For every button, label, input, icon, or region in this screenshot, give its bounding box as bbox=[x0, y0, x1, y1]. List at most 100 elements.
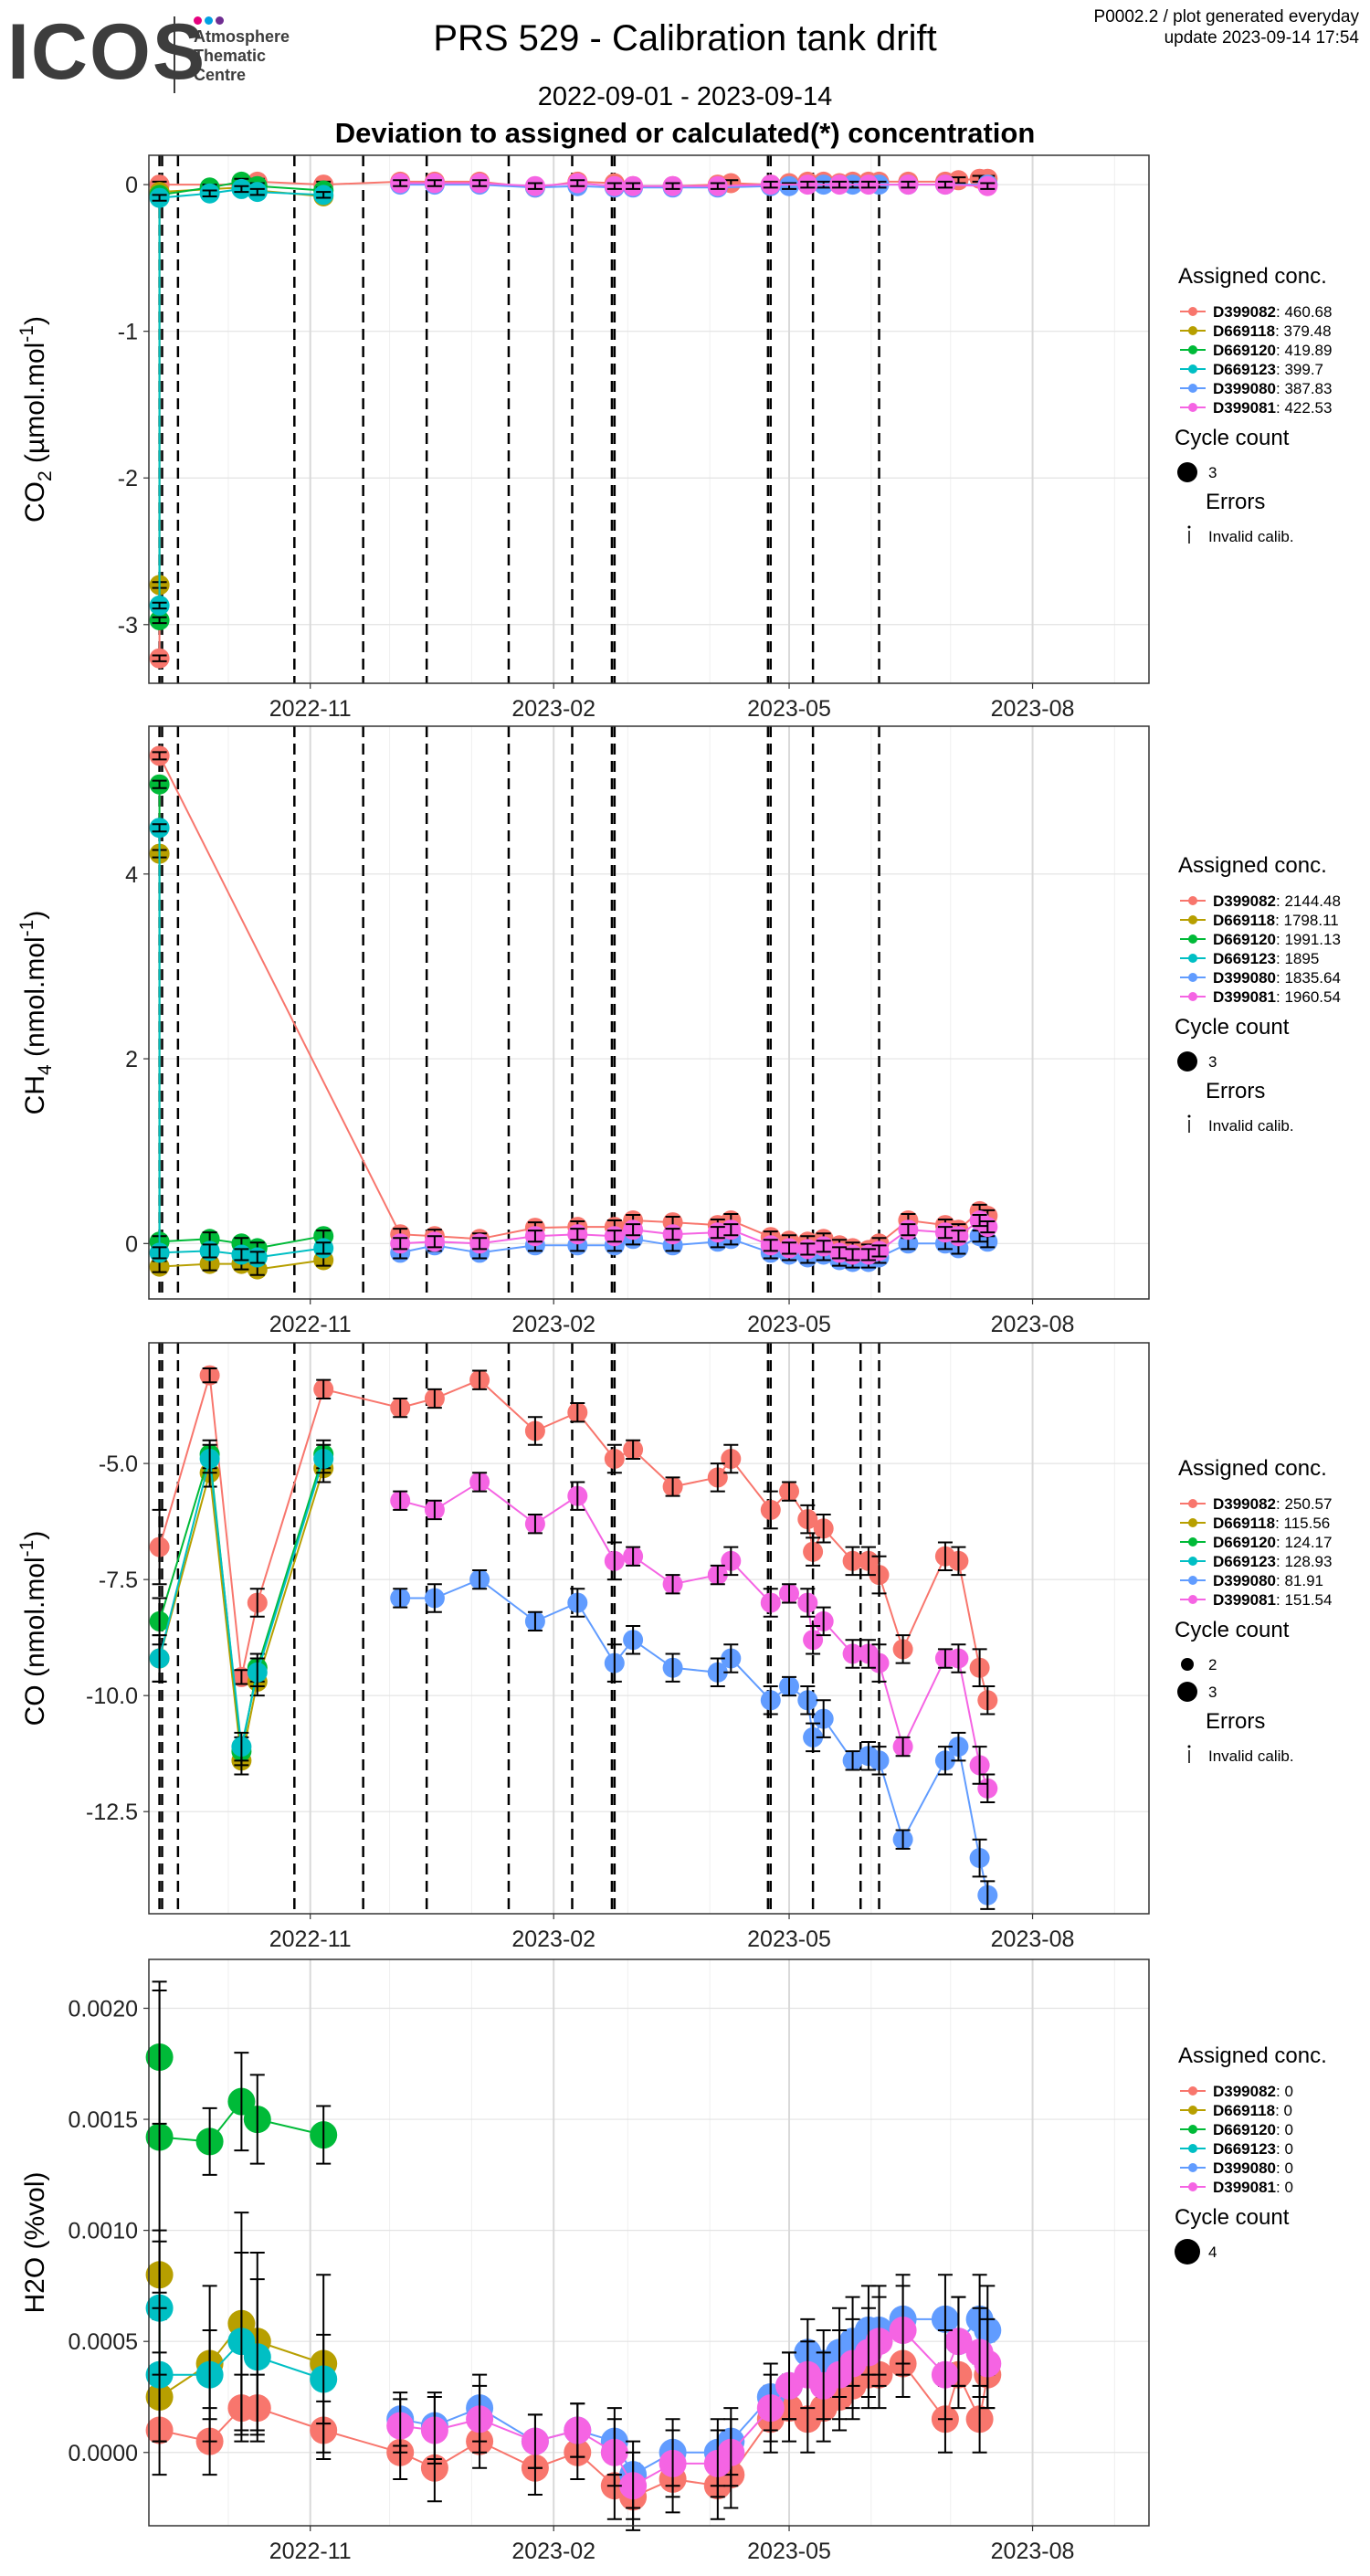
legend-tank-id: D399081 bbox=[1213, 1591, 1276, 1609]
deviation-heading: Deviation to assigned or calculated(*) c… bbox=[334, 117, 1036, 149]
legend-assigned-value: : 115.56 bbox=[1275, 1515, 1330, 1532]
legend-assigned-value: : 1798.11 bbox=[1275, 912, 1339, 929]
y-tick-label: 0 bbox=[125, 173, 138, 198]
x-tick-label: 2023-08 bbox=[991, 1927, 1075, 1952]
plot-border bbox=[148, 725, 1150, 1300]
update-timestamp: update 2023-09-14 17:54 bbox=[1164, 28, 1359, 48]
legend-assigned-value: : 379.48 bbox=[1275, 322, 1331, 340]
y-label-superscript: -1 bbox=[16, 325, 37, 343]
legend-assigned-value: : 151.54 bbox=[1276, 1591, 1332, 1609]
plot-background bbox=[149, 155, 1149, 683]
x-tick-label: 2022-11 bbox=[269, 696, 352, 722]
legend-key-point bbox=[1188, 326, 1197, 335]
legend-assigned-value: : 0 bbox=[1276, 2179, 1293, 2196]
chart-panel-co: -5.0 -7.5 -10.0 -12.5 2022-11 2023-02 2023-05 2… bbox=[16, 1342, 1332, 1952]
legend-title-cycle: Cycle count bbox=[1175, 1618, 1290, 1642]
legend-entry: D669120: 124.17 bbox=[1213, 1534, 1332, 1551]
x-tick-label: 2023-08 bbox=[991, 1312, 1075, 1337]
legend-title-assigned: Assigned conc. bbox=[1178, 1456, 1327, 1481]
y-axis-label: CH4 (nmol.mol-1) bbox=[16, 911, 56, 1115]
legend-assigned-value: : 0 bbox=[1276, 2121, 1293, 2138]
legend-tank-id: D399081 bbox=[1213, 988, 1276, 1006]
legend-entry: D669123: 0 bbox=[1213, 2140, 1293, 2158]
legend-key-point bbox=[1188, 1499, 1197, 1508]
legend-entry: D669118: 379.48 bbox=[1213, 322, 1332, 340]
legend-key-point bbox=[1188, 2182, 1197, 2191]
y-tick-label: -5.0 bbox=[99, 1452, 138, 1477]
legend-title-cycle: Cycle count bbox=[1175, 1015, 1290, 1040]
legend-entry: D399082: 250.57 bbox=[1213, 1495, 1332, 1513]
x-tick-label: 2023-05 bbox=[747, 696, 831, 722]
legend-entry: D399082: 2144.48 bbox=[1213, 892, 1341, 910]
legend-key-point bbox=[1188, 896, 1197, 905]
legend-assigned-value: : 422.53 bbox=[1276, 399, 1332, 417]
legend-tank-id: D669120 bbox=[1213, 2121, 1276, 2138]
legend-error-key-dot bbox=[1187, 1745, 1191, 1748]
legend-key-point bbox=[1188, 2106, 1197, 2115]
logo-dot bbox=[194, 16, 202, 25]
x-tick-label: 2023-02 bbox=[511, 696, 595, 722]
legend-entry: D399082: 460.68 bbox=[1213, 303, 1332, 321]
y-tick-label: -10.0 bbox=[86, 1684, 138, 1709]
plot-background bbox=[149, 1343, 1149, 1914]
x-tick-label: 2022-11 bbox=[269, 2539, 352, 2564]
plot-background bbox=[149, 1959, 1149, 2526]
legend-entry: D669120: 0 bbox=[1213, 2121, 1293, 2138]
legend-assigned-value: : 1835.64 bbox=[1276, 969, 1341, 987]
series-line-D399081 bbox=[400, 182, 988, 187]
y-label-unit: (nmol.mol bbox=[20, 936, 50, 1064]
legend-tank-id: D399081 bbox=[1213, 399, 1276, 417]
legend-entry: D399081: 422.53 bbox=[1213, 399, 1332, 417]
legend-key-point bbox=[1188, 384, 1197, 393]
legend-cycle-value: 4 bbox=[1208, 2243, 1217, 2261]
legend-cycle-value: 3 bbox=[1208, 1684, 1217, 1701]
legend-entry: D669118: 0 bbox=[1213, 2102, 1292, 2119]
legend-title-assigned: Assigned conc. bbox=[1178, 853, 1327, 878]
legend-key-point bbox=[1188, 1595, 1197, 1604]
legend-key-point bbox=[1188, 2144, 1197, 2153]
x-tick-label: 2023-05 bbox=[747, 1927, 831, 1952]
y-tick-label: 2 bbox=[125, 1047, 138, 1072]
legend-cycle-value: 2 bbox=[1208, 1656, 1217, 1673]
legend-title-cycle: Cycle count bbox=[1175, 2205, 1290, 2230]
legend-assigned-value: : 124.17 bbox=[1276, 1534, 1332, 1551]
legend-title-errors: Errors bbox=[1206, 1709, 1265, 1734]
legend-assigned-value: : 1895 bbox=[1276, 950, 1319, 967]
x-tick-label: 2022-11 bbox=[269, 1927, 352, 1952]
plot-border bbox=[148, 1958, 1150, 2527]
y-axis-label: CO2 (µmol.mol-1) bbox=[16, 316, 56, 523]
logo-dots-icon bbox=[194, 13, 227, 29]
x-tick-label: 2023-08 bbox=[991, 2539, 1075, 2564]
legend-tank-id: D399080 bbox=[1213, 380, 1276, 397]
y-tick-label: 0.0015 bbox=[68, 2107, 138, 2133]
legend-assigned-value: : 128.93 bbox=[1276, 1553, 1332, 1570]
legend-tank-id: D399080 bbox=[1213, 969, 1276, 987]
legend-tank-id: D399080 bbox=[1213, 2159, 1276, 2177]
plot-border bbox=[148, 1342, 1150, 1915]
legend-tank-id: D669120 bbox=[1213, 1534, 1276, 1551]
y-label-unit: (µmol.mol bbox=[20, 343, 50, 471]
legend-assigned-value: : 0 bbox=[1275, 2102, 1292, 2119]
series-line-D399082 bbox=[158, 1375, 989, 1701]
y-tick-label: 0 bbox=[125, 1231, 138, 1257]
y-tick-label: 0.0005 bbox=[68, 2329, 138, 2355]
logo-subtitle: Atmosphere Thematic Centre bbox=[194, 27, 290, 85]
legend-tank-id: D669123 bbox=[1213, 950, 1276, 967]
legend-tank-id: D669118 bbox=[1213, 322, 1275, 340]
legend-entry: D669123: 128.93 bbox=[1213, 1553, 1332, 1570]
logo-sub-line: Centre bbox=[194, 66, 247, 84]
x-tick-label: 2023-02 bbox=[511, 1312, 595, 1337]
legend-key-point bbox=[1188, 954, 1197, 963]
legend-entry: D399080: 81.91 bbox=[1213, 1572, 1323, 1589]
legend-cycle-value: 3 bbox=[1208, 464, 1217, 481]
legend-error-key-dot bbox=[1187, 1114, 1191, 1118]
series-line-D669123 bbox=[158, 828, 324, 1259]
y-tick-label: -12.5 bbox=[86, 1800, 138, 1825]
y-label-unit-close: ) bbox=[20, 911, 50, 920]
legend-assigned-value: : 1991.13 bbox=[1276, 931, 1341, 948]
chart-panel-co2: 0 -1 -2 -3 2022-11 2023-02 2023-05 2023-08 CO2 (… bbox=[16, 154, 1332, 722]
y-label-gas: CO bbox=[20, 481, 50, 523]
legend-tank-id: D669120 bbox=[1213, 931, 1276, 948]
